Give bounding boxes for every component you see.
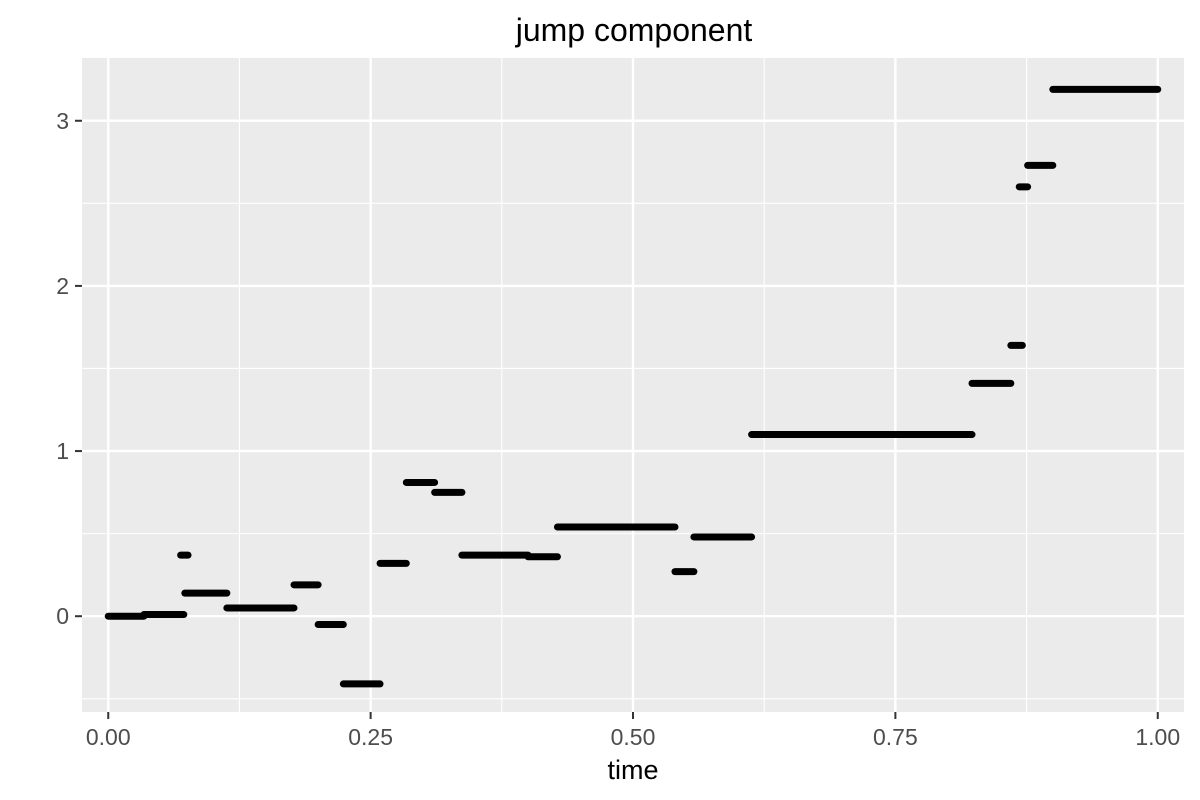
x-axis: 0.00 0.25 0.50 0.75 1.00 xyxy=(86,712,1180,750)
y-tick-label: 2 xyxy=(56,273,69,299)
y-tick-label: 0 xyxy=(56,603,69,629)
chart-title: jump component xyxy=(515,12,753,48)
y-axis: 0 1 2 3 xyxy=(56,108,82,629)
x-tick-label: 0.25 xyxy=(348,724,393,750)
x-tick-label: 0.00 xyxy=(86,724,131,750)
series-jump-path xyxy=(104,85,1162,688)
x-tick-label: 0.50 xyxy=(611,724,656,750)
x-axis-title: time xyxy=(607,755,658,785)
y-tick-label: 3 xyxy=(56,108,69,134)
y-tick-label: 1 xyxy=(56,438,69,464)
x-tick-label: 1.00 xyxy=(1135,724,1180,750)
major-gridlines xyxy=(82,58,1184,712)
x-tick-label: 0.75 xyxy=(873,724,918,750)
